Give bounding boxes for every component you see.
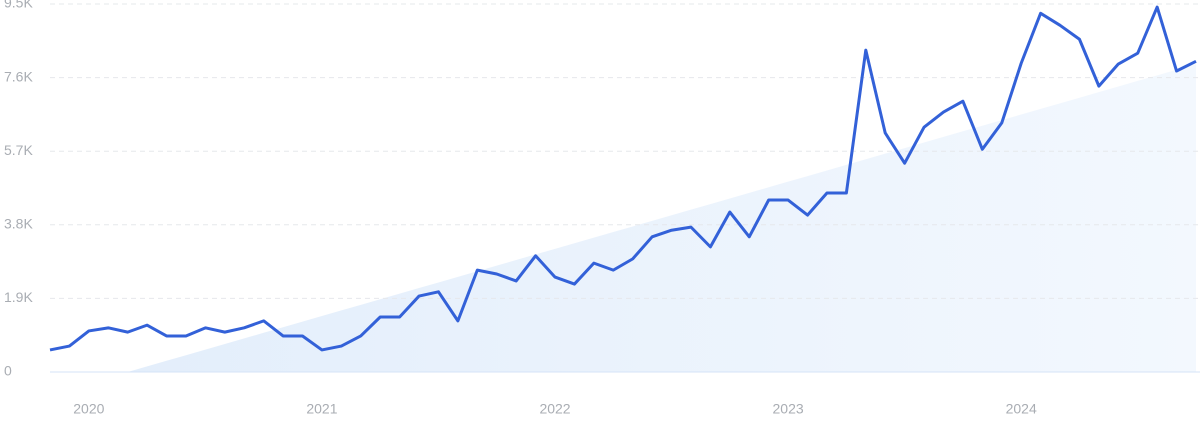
y-tick-label: 7.6K (4, 68, 33, 84)
x-tick-label: 2024 (1006, 401, 1037, 417)
x-tick-label: 2020 (73, 401, 104, 417)
y-tick-label: 5.7K (4, 142, 33, 158)
y-tick-label: 3.8K (4, 216, 33, 232)
x-tick-label: 2022 (539, 401, 570, 417)
y-tick-label: 9.5K (4, 0, 33, 11)
trend-area (127, 64, 1196, 373)
x-tick-label: 2023 (773, 401, 804, 417)
line (49, 5, 1197, 352)
x-tick-label: 2021 (306, 401, 337, 417)
y-tick-label: 0 (4, 363, 12, 379)
y-tick-label: 1.9K (4, 289, 33, 305)
